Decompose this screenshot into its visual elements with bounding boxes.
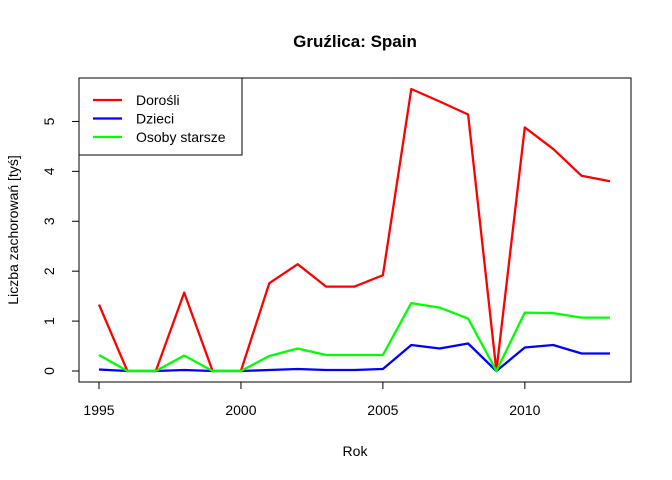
legend-label: Osoby starsze: [136, 129, 226, 145]
x-tick-label: 1995: [83, 402, 114, 418]
legend: Dorośli Dzieci Osoby starsze: [78, 77, 243, 156]
series-line-1: [97, 87, 611, 373]
y-tick-label: 5: [41, 117, 57, 125]
y-axis: 0 1 2 3 4 5: [41, 117, 80, 375]
series-line-2: [98, 342, 610, 373]
x-tick-label: 2010: [509, 402, 540, 418]
y-tick-label: 0: [41, 367, 57, 375]
y-tick-label: 1: [41, 317, 57, 325]
y-axis-label: Liczba zachorowań [tyś]: [5, 155, 21, 304]
y-tick-label: 3: [41, 217, 57, 225]
x-tick-label: 2000: [225, 402, 256, 418]
y-tick-label: 4: [41, 167, 57, 175]
legend-label: Dzieci: [136, 111, 174, 127]
x-axis: 1995 2000 2005 2010: [83, 381, 541, 418]
x-axis-label: Rok: [343, 443, 369, 459]
chart-title: Gruźlica: Spain: [293, 32, 417, 51]
series-line-3: [98, 301, 610, 373]
legend-box: [78, 77, 243, 156]
y-tick-label: 2: [41, 267, 57, 275]
x-tick-label: 2005: [367, 402, 398, 418]
series-layer: [97, 87, 611, 373]
legend-label: Dorośli: [136, 92, 180, 108]
